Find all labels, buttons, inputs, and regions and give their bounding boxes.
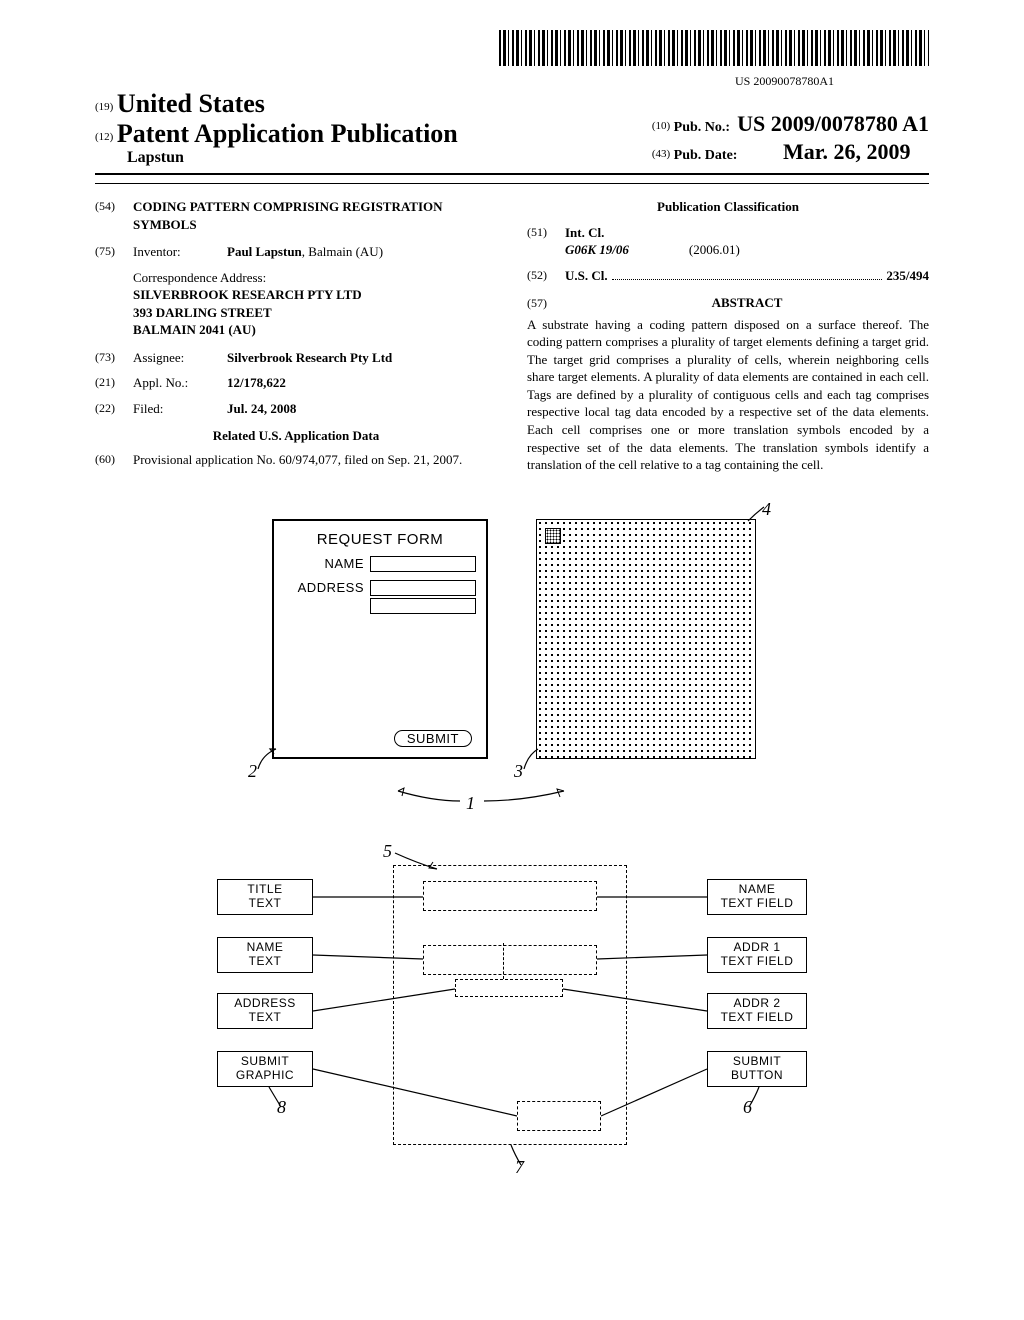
header: (19) United States (12) Patent Applicati… [95, 89, 929, 167]
code-75: (75) [95, 243, 133, 261]
figure-1: REQUEST FORM NAME ADDRESS SUBMIT 2 [232, 507, 792, 817]
request-form: REQUEST FORM NAME ADDRESS SUBMIT [272, 519, 488, 759]
inventor-name: Paul Lapstun [227, 244, 302, 259]
code-21: (21) [95, 374, 133, 392]
barcode-block [95, 30, 929, 70]
corr-line3: BALMAIN 2041 (AU) [133, 321, 497, 339]
pub-number: US 2009/0078780 A1 [737, 111, 929, 136]
inventor-label: Inventor: [133, 243, 227, 261]
invention-title: CODING PATTERN COMPRISING REGISTRATION S… [133, 198, 497, 233]
figures: REQUEST FORM NAME ADDRESS SUBMIT 2 [95, 507, 929, 1181]
uscl-value: 235/494 [886, 267, 929, 285]
corr-line2: 393 DARLING STREET [133, 304, 497, 322]
code-60: (60) [95, 451, 133, 469]
filed-label: Filed: [133, 400, 227, 418]
leader-1 [392, 787, 592, 811]
provisional-text: Provisional application No. 60/974,077, … [133, 451, 497, 469]
inventor-loc: , Balmain (AU) [302, 244, 383, 259]
leader-8 [267, 1085, 291, 1109]
address-input-2[interactable] [370, 598, 476, 614]
dot-pattern [536, 519, 756, 759]
intcl-label: Int. Cl. [565, 224, 929, 242]
callout-5: 5 [383, 841, 392, 862]
assignee-label: Assignee: [133, 349, 227, 367]
code-51: (51) [527, 224, 565, 259]
related-heading: Related U.S. Application Data [95, 427, 497, 445]
filed-date: Jul. 24, 2008 [227, 400, 497, 418]
right-column: Publication Classification (51) Int. Cl.… [527, 198, 929, 477]
left-column: (54) CODING PATTERN COMPRISING REGISTRAT… [95, 198, 497, 477]
pubno-label: Pub. No.: [674, 120, 730, 135]
leader-5 [393, 849, 443, 869]
pubdate-label: Pub. Date: [674, 148, 738, 163]
pub-type: Patent Application Publication [117, 119, 458, 148]
name-label: NAME [284, 556, 364, 571]
bibliographic-columns: (54) CODING PATTERN COMPRISING REGISTRAT… [95, 198, 929, 477]
barcode [499, 30, 929, 66]
leader-6 [747, 1085, 771, 1109]
author: Lapstun [127, 149, 458, 167]
uscl-label: U.S. Cl. [565, 267, 608, 285]
abstract-text: A substrate having a coding pattern disp… [527, 316, 929, 474]
corr-label: Correspondence Address: [133, 269, 497, 287]
figure-2: TITLE TEXT NAME TEXT ADDRESS TEXT SUBMIT… [207, 851, 817, 1181]
classification-heading: Publication Classification [527, 198, 929, 216]
code-52: (52) [527, 267, 565, 285]
code-54: (54) [95, 198, 133, 233]
pub-date: Mar. 26, 2009 [783, 139, 911, 164]
code-22: (22) [95, 400, 133, 418]
rule-top [95, 173, 929, 175]
name-input[interactable] [370, 556, 476, 572]
form-title: REQUEST FORM [274, 531, 486, 548]
leader-3 [522, 747, 552, 771]
rule-thin [95, 183, 929, 184]
code-57: (57) [527, 295, 565, 311]
intcl-year: (2006.01) [689, 241, 740, 259]
code-10: (10) [652, 120, 670, 132]
leader-4 [746, 505, 770, 525]
dot-leader [612, 279, 883, 280]
applno: 12/178,622 [227, 374, 497, 392]
code-43: (43) [652, 148, 670, 160]
corr-line1: SILVERBROOK RESEARCH PTY LTD [133, 286, 497, 304]
country: United States [117, 89, 265, 118]
code-19: (19) [95, 101, 113, 113]
connectors [207, 851, 817, 1181]
applno-label: Appl. No.: [133, 374, 227, 392]
leader-7 [507, 1143, 531, 1167]
intcl-value: G06K 19/06 [565, 241, 629, 259]
leader-2 [256, 747, 286, 771]
assignee: Silverbrook Research Pty Ltd [227, 349, 497, 367]
abstract-heading: ABSTRACT [565, 294, 929, 312]
submit-button[interactable]: SUBMIT [394, 730, 472, 747]
address-label: ADDRESS [284, 580, 364, 595]
code-12: (12) [95, 131, 113, 143]
address-input-1[interactable] [370, 580, 476, 596]
dot-inner-region [545, 528, 561, 544]
barcode-number: US 20090078780A1 [95, 74, 834, 89]
code-73: (73) [95, 349, 133, 367]
